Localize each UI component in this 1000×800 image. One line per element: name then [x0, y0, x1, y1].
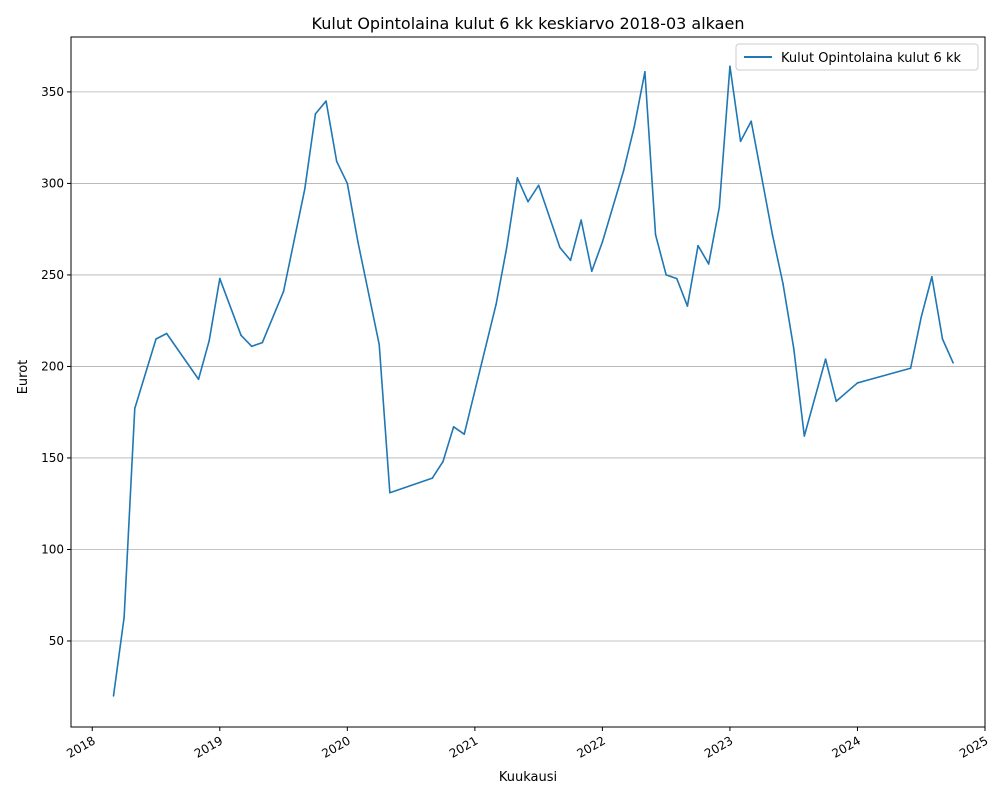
data-point — [718, 206, 721, 209]
y-tick-label: 350 — [41, 85, 64, 99]
data-point — [750, 120, 752, 122]
data-point — [155, 338, 157, 340]
data-point — [707, 263, 710, 265]
data-point — [952, 361, 954, 364]
data-point — [282, 290, 285, 293]
data-point — [835, 400, 838, 403]
data-point — [495, 303, 497, 306]
data-point — [856, 382, 859, 384]
gridlines — [71, 91, 985, 642]
legend-box — [735, 43, 979, 71]
data-point — [165, 332, 168, 335]
data-point — [112, 695, 115, 697]
data-point — [261, 341, 264, 344]
y-tick-label: 50 — [49, 634, 64, 648]
data-point — [516, 177, 519, 179]
data-point — [208, 340, 210, 342]
data-point — [123, 616, 125, 618]
data-point — [250, 345, 253, 348]
data-point — [569, 259, 572, 262]
data-point — [803, 435, 806, 437]
y-tick-label: 150 — [41, 451, 64, 465]
data-point — [931, 275, 933, 278]
y-tick-label: 250 — [41, 268, 64, 282]
data-point — [559, 246, 561, 249]
chart-title: Kulut Opintolaina kulut 6 kk keskiarvo 2… — [312, 14, 745, 33]
data-point — [389, 491, 391, 494]
data-point — [442, 460, 444, 463]
data-point — [909, 367, 912, 370]
data-point — [654, 233, 657, 236]
data-point — [665, 274, 667, 276]
data-point — [644, 70, 646, 73]
data-point — [686, 305, 689, 307]
data-point — [729, 65, 731, 68]
data-point — [601, 241, 604, 243]
data-point — [357, 241, 359, 243]
y-axis-ticks: 50 100 150 200 250 300 350 — [41, 85, 71, 648]
data-point — [590, 270, 593, 273]
legend-entry: Kulut Opintolaina kulut 6 kk — [781, 51, 961, 66]
data-point — [314, 113, 317, 115]
y-axis-label: Eurot — [16, 360, 31, 395]
data-point — [197, 378, 200, 381]
data-point — [218, 277, 221, 280]
data-point — [675, 277, 678, 280]
data-point — [527, 200, 529, 203]
data-point — [537, 184, 540, 187]
data-point — [941, 338, 944, 340]
y-tick-label: 300 — [41, 176, 64, 190]
data-point — [697, 244, 699, 247]
data-point — [463, 433, 466, 435]
data-point — [824, 358, 827, 360]
data-point — [739, 140, 742, 143]
data-point — [622, 169, 625, 172]
data-point — [335, 160, 338, 163]
legend: Kulut Opintolaina kulut 6 kk — [735, 43, 979, 71]
y-tick-label: 200 — [41, 359, 64, 373]
data-point — [920, 316, 923, 318]
data-point — [782, 283, 784, 285]
data-point — [505, 246, 508, 249]
data-point — [431, 477, 434, 479]
data-point — [325, 100, 327, 102]
data-point — [452, 426, 455, 428]
plot-frame — [70, 36, 986, 728]
data-point — [133, 407, 136, 410]
data-point — [633, 125, 636, 128]
data-point — [771, 233, 774, 236]
y-tick-label: 100 — [41, 542, 64, 556]
data-point — [304, 188, 306, 190]
data-point — [792, 347, 795, 349]
x-axis-label: Kuukausi — [499, 770, 557, 785]
data-point — [580, 219, 582, 221]
data-point — [378, 343, 381, 346]
data-point — [240, 334, 242, 337]
data-point — [346, 182, 349, 185]
series-layer — [112, 65, 954, 697]
